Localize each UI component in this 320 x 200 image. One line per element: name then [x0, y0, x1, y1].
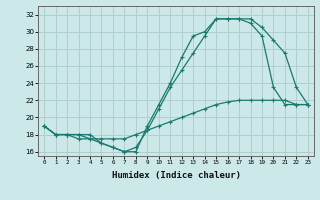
X-axis label: Humidex (Indice chaleur): Humidex (Indice chaleur): [111, 171, 241, 180]
